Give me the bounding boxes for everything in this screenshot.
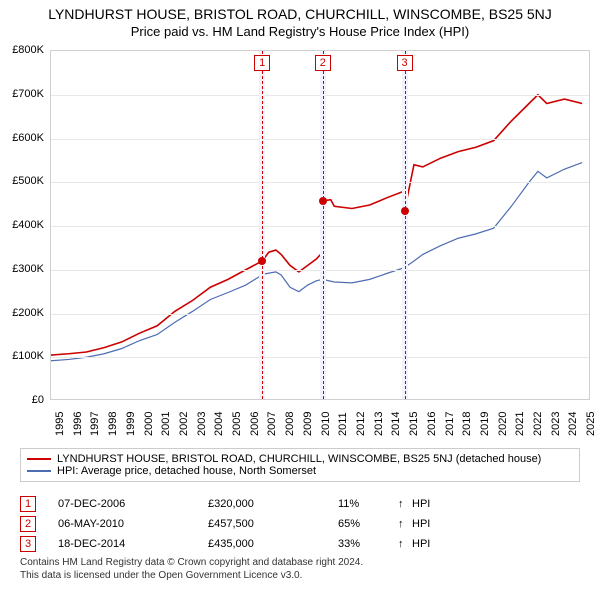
legend-item-property: LYNDHURST HOUSE, BRISTOL ROAD, CHURCHILL…	[27, 453, 573, 465]
x-tick-label: 2007	[266, 412, 278, 436]
event-row-arrow-icon: ↑	[398, 498, 412, 510]
y-tick-label: £400K	[12, 219, 44, 231]
event-line	[262, 51, 263, 399]
x-tick-label: 2017	[444, 412, 456, 436]
event-marker: 1	[254, 55, 270, 71]
x-tick-label: 2004	[213, 412, 225, 436]
series-line-hpi	[51, 163, 582, 361]
y-tick-label: £0	[32, 394, 44, 406]
x-tick-label: 2021	[514, 412, 526, 436]
legend-label-property: LYNDHURST HOUSE, BRISTOL ROAD, CHURCHILL…	[57, 453, 541, 465]
x-tick-label: 2018	[461, 412, 473, 436]
x-tick-label: 2009	[302, 412, 314, 436]
event-row-marker: 3	[20, 536, 36, 552]
x-tick-label: 2011	[337, 412, 349, 436]
x-tick-label: 1996	[72, 412, 84, 436]
x-tick-label: 2008	[284, 412, 296, 436]
x-tick-label: 2005	[231, 412, 243, 436]
x-tick-label: 2012	[355, 412, 367, 436]
footer-attribution: Contains HM Land Registry data © Crown c…	[20, 556, 580, 582]
event-marker: 2	[315, 55, 331, 71]
x-tick-label: 2020	[497, 412, 509, 436]
event-row-arrow-icon: ↑	[398, 538, 412, 550]
event-point	[401, 207, 409, 215]
y-tick-label: £600K	[12, 132, 44, 144]
legend-label-hpi: HPI: Average price, detached house, Nort…	[57, 465, 316, 477]
events-table: 107-DEC-2006£320,00011%↑HPI206-MAY-2010£…	[20, 494, 580, 554]
x-tick-label: 2014	[390, 412, 402, 436]
event-line	[405, 51, 406, 399]
x-tick-label: 2002	[178, 412, 190, 436]
event-row-rel: HPI	[412, 538, 430, 550]
x-tick-label: 2016	[426, 412, 438, 436]
events-table-row: 3 18-DEC-2014£435,00033%↑HPI	[20, 534, 580, 554]
y-tick-label: £200K	[12, 307, 44, 319]
y-axis-labels: £0£100K£200K£300K£400K£500K£600K£700K£80…	[0, 50, 48, 400]
x-tick-label: 1999	[125, 412, 137, 436]
legend-item-hpi: HPI: Average price, detached house, Nort…	[27, 465, 573, 477]
event-marker: 3	[397, 55, 413, 71]
y-tick-label: £100K	[12, 350, 44, 362]
x-tick-label: 2000	[143, 412, 155, 436]
event-row-date: 07-DEC-2006	[58, 498, 208, 510]
event-row-price: £320,000	[208, 498, 338, 510]
event-row-price: £457,500	[208, 518, 338, 530]
event-line	[323, 51, 324, 399]
y-tick-label: £700K	[12, 88, 44, 100]
x-tick-label: 2003	[196, 412, 208, 436]
footer-line2: This data is licensed under the Open Gov…	[20, 569, 580, 582]
event-row-pct: 33%	[338, 538, 398, 550]
x-tick-label: 2025	[585, 412, 597, 436]
x-tick-label: 2023	[550, 412, 562, 436]
event-row-date: 18-DEC-2014	[58, 538, 208, 550]
y-tick-label: £500K	[12, 175, 44, 187]
event-row-pct: 65%	[338, 518, 398, 530]
chart-legend: LYNDHURST HOUSE, BRISTOL ROAD, CHURCHILL…	[20, 448, 580, 482]
chart-title: LYNDHURST HOUSE, BRISTOL ROAD, CHURCHILL…	[0, 0, 600, 22]
x-tick-label: 1997	[89, 412, 101, 436]
event-row-date: 06-MAY-2010	[58, 518, 208, 530]
x-tick-label: 2010	[320, 412, 332, 436]
series-line-property	[51, 95, 582, 355]
y-tick-label: £800K	[12, 44, 44, 56]
events-table-row: 2 06-MAY-2010£457,50065%↑HPI	[20, 514, 580, 534]
footer-line1: Contains HM Land Registry data © Crown c…	[20, 556, 580, 569]
x-tick-label: 1995	[54, 412, 66, 436]
event-row-pct: 11%	[338, 498, 398, 510]
x-tick-label: 2022	[532, 412, 544, 436]
legend-swatch-property	[27, 458, 51, 460]
event-point	[258, 257, 266, 265]
x-tick-label: 1998	[107, 412, 119, 436]
chart-subtitle: Price paid vs. HM Land Registry's House …	[0, 22, 600, 39]
x-tick-label: 2013	[373, 412, 385, 436]
legend-swatch-hpi	[27, 470, 51, 471]
event-row-marker: 1	[20, 496, 36, 512]
event-row-marker: 2	[20, 516, 36, 532]
event-row-rel: HPI	[412, 518, 430, 530]
x-tick-label: 2024	[567, 412, 579, 436]
x-axis-labels: 1995 1996 1997 1998 1999 2000 2001 2002 2003 2004…	[50, 402, 590, 452]
x-tick-label: 2019	[479, 412, 491, 436]
event-row-rel: HPI	[412, 498, 430, 510]
event-point	[319, 197, 327, 205]
y-tick-label: £300K	[12, 263, 44, 275]
event-row-arrow-icon: ↑	[398, 518, 412, 530]
events-table-row: 1 07-DEC-2006£320,00011%↑HPI	[20, 494, 580, 514]
chart-area: 1 2 3	[50, 50, 590, 400]
x-tick-label: 2015	[408, 412, 420, 436]
x-tick-label: 2006	[249, 412, 261, 436]
event-row-price: £435,000	[208, 538, 338, 550]
x-tick-label: 2001	[160, 412, 172, 436]
